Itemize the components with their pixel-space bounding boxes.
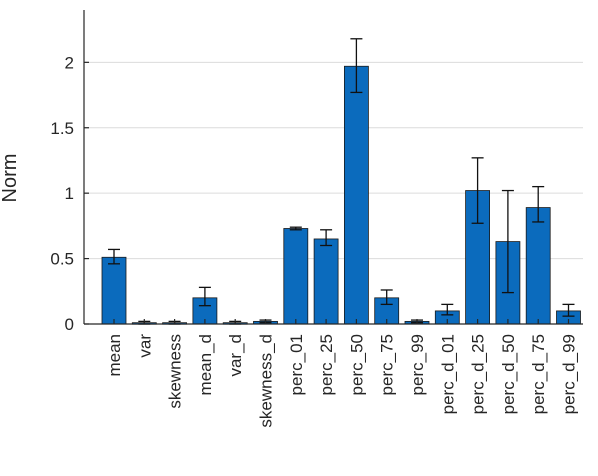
bar-perc-25 [313,238,339,325]
error-bar [471,157,484,224]
y-tick-label: 2 [65,53,74,72]
error-bar [532,185,545,223]
x-tick-labels: mean var skewness mean_d var_d skewness_d perc… [105,334,579,428]
error-bar [108,248,120,265]
x-tick-label: perc_75 [378,334,397,395]
x-tick-label: mean [105,334,124,377]
y-tick-label: 1.5 [50,119,74,138]
bar-perc-d-75 [525,207,551,325]
error-bar [320,229,333,247]
y-tick-label: 0 [65,315,74,334]
bars [101,65,581,325]
y-tick-label: 1 [65,184,74,203]
axes [83,10,583,325]
x-tick-label: perc_25 [317,334,336,395]
x-tick-label: mean_d [196,334,215,395]
y-tick-label: 0.5 [50,250,74,269]
x-tick-label: perc_d_75 [529,334,548,414]
x-tick-label: perc_01 [287,334,306,395]
bar-mean [101,256,127,325]
x-tick-label: perc_d_01 [438,334,457,414]
error-bar [380,289,393,306]
y-axis-title: Norm [0,154,21,203]
bar-perc-01 [283,228,309,325]
error-bar [441,303,454,316]
error-bar [198,286,211,307]
error-bar [501,189,514,294]
x-tick-label: perc_d_25 [469,334,488,414]
x-tick-label: skewness [166,334,185,409]
error-bar [289,226,302,231]
x-tick-label: perc_d_50 [499,334,518,414]
x-tick-label: skewness_d [257,334,276,428]
x-tick-label: var_d [226,334,245,377]
error-bar [350,38,363,94]
x-tick-label: perc_50 [347,334,366,395]
error-bar [562,303,575,317]
x-tick-label: var [135,334,154,358]
x-tick-label: perc_99 [408,334,427,395]
x-tick-label: perc_d_99 [560,334,579,414]
y-tick-labels: 0 0.5 1 1.5 2 [50,53,74,334]
bar-perc-50 [343,65,369,325]
